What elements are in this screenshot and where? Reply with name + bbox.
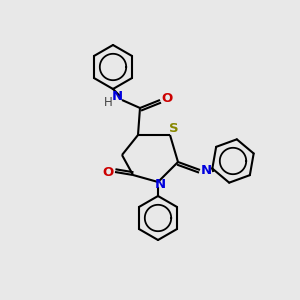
Text: H: H — [103, 97, 112, 110]
Text: N: N — [154, 178, 166, 190]
Text: N: N — [111, 89, 123, 103]
Text: O: O — [161, 92, 172, 104]
Text: S: S — [169, 122, 179, 134]
Text: N: N — [200, 164, 211, 178]
Text: O: O — [102, 167, 114, 179]
